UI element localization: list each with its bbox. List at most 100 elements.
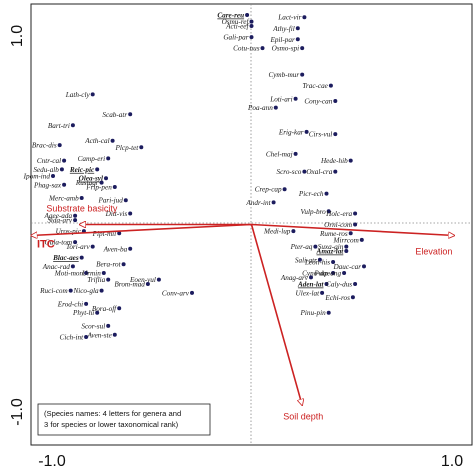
species-label-trac-cae: Trac-cae: [302, 82, 328, 90]
species-point-phyt-hi: [95, 310, 100, 315]
species-label-caly-dus: Caly-dus: [326, 281, 352, 289]
species-label-urmin: Urmin: [82, 270, 101, 278]
species-point-caly-dus: [353, 282, 358, 286]
species-point-orni-com: [353, 222, 358, 227]
species-point-erig-kar: [304, 129, 309, 134]
species-point-osmo-spi: [300, 46, 305, 51]
species-label-loti-ari: Loti-ari: [269, 95, 292, 103]
species-point-plcp-tet: [139, 145, 144, 150]
species-point-gali-par: [249, 35, 254, 40]
species-point-leon-his: [331, 260, 336, 264]
species-point-cntr-cal: [62, 158, 67, 163]
species-point-cyno-dac: [331, 271, 336, 275]
vector-layer: Substrate basicity ITC Elevation Soil depth: [31, 203, 454, 421]
species-label-agee-ada: Agee-ada: [44, 212, 73, 220]
species-point-cich-int: [84, 335, 89, 339]
species-label-rume-ros: Rume-ros: [319, 230, 348, 238]
species-label-aven-ba: Aven-ba: [103, 245, 128, 253]
species-label-tori-arv: Tori-arv: [66, 243, 91, 251]
species-label-ditt-vis: Ditt-vis: [105, 210, 128, 218]
species-point-picr-ech: [324, 191, 329, 196]
species-label-scab-atr: Scab-atr: [102, 111, 127, 119]
species-label-triflia: Triflia: [87, 276, 105, 284]
species-point-merc-amb: [79, 196, 84, 200]
species-point-hede-hib: [348, 158, 353, 163]
vector-label-soil-depth: Soil depth: [283, 411, 323, 421]
species-point-vulp-bro: [326, 209, 331, 214]
species-point-dauc-car: [362, 264, 366, 269]
species-label-phyt-hi: Phyt-hi: [72, 309, 94, 317]
species-point-bora-off: [117, 306, 122, 311]
species-point-lact-vir: [302, 15, 307, 20]
species-label-acti-eef: Acti-eef: [225, 23, 249, 31]
species-point-pter-aq: [313, 244, 318, 249]
species-label-cich-int: Cich-int: [60, 334, 85, 342]
species-point-brom-mad: [145, 282, 150, 286]
species-point-putp-ang: [342, 271, 347, 275]
species-label-pari-jud: Pari-jud: [97, 197, 123, 205]
species-point-reic-pic: [95, 167, 100, 172]
species-point-oxal-cra: [333, 169, 338, 174]
species-point-acti-eef: [249, 24, 254, 28]
species-label-cntr-cal: Cntr-cal: [37, 157, 61, 165]
species-point-camp-eri: [106, 156, 111, 161]
vector-arrow-soil-depth: [250, 224, 303, 406]
species-point-amaz-lat: [344, 249, 349, 253]
species-point-pipt-mil: [117, 231, 122, 236]
species-label-vulp-bro: Vulp-bro: [301, 208, 327, 216]
species-label-merc-amb: Merc-amb: [48, 195, 79, 203]
species-point-blac-aes: [79, 255, 84, 260]
species-point-moti-mon: [84, 271, 89, 275]
species-label-sida-arv: Sida-arv: [47, 217, 73, 225]
species-point-aden-lat: [324, 282, 329, 286]
species-point-conv-arv: [190, 290, 194, 295]
species-label-osmu-ref: Osmu-ref: [222, 18, 250, 26]
species-label-cyno-dac: Cyno-dac: [302, 270, 331, 278]
species-label-phag-sax: Phag-sax: [33, 181, 62, 189]
species-point-olea-syl: [104, 176, 108, 181]
species-point-lath-cly: [90, 92, 95, 97]
species-label-cymb-mur: Cymb-mur: [268, 71, 299, 79]
species-label-suxa-gin: Suxa-gin: [318, 243, 344, 251]
species-label-epil-par: Epil-par: [269, 36, 295, 44]
species-point-triflia: [106, 277, 111, 282]
species-point-athy-fil: [295, 26, 300, 31]
note-text: (Species names: 4 letters for genera and…: [44, 409, 181, 429]
species-label-reic-pic: Reic-pic: [69, 166, 95, 174]
species-label-gala-tom: Gala-tom: [45, 239, 73, 247]
species-label-lath-cly: Lath-cly: [65, 91, 91, 99]
species-point-care-reu: [245, 13, 250, 17]
species-label-pipt-mil: Pipt-mil: [92, 230, 117, 238]
species-label-sali-atr: Sali-atr: [295, 256, 317, 264]
species-point-nico-gla: [99, 288, 104, 293]
species-label-holc-era: Holc-era: [325, 210, 352, 218]
species-label-olea-syl: Olea-syl: [79, 175, 103, 183]
species-label-hede-hib: Hede-hib: [320, 157, 348, 165]
species-point-urmin: [101, 271, 106, 275]
species-point-gala-tom: [73, 240, 78, 245]
species-label-amaz-lat: Amaz-lat: [316, 248, 345, 256]
species-label-chel-maj: Chel-maj: [266, 150, 293, 158]
species-point-anag-arv: [309, 275, 313, 280]
species-point-sida-arv: [73, 218, 78, 223]
species-point-rustagr: [99, 180, 104, 185]
y-tick-top: 1.0: [9, 25, 26, 47]
species-point-sedu-alb: [59, 167, 64, 172]
species-point-scab-atr: [128, 112, 133, 117]
species-point-cotu-nus: [260, 46, 265, 51]
species-label-aden-lat: Aden-lat: [297, 281, 325, 289]
species-label-ulex-lat: Ulex-lat: [296, 289, 321, 297]
species-point-echi-ros: [350, 295, 355, 300]
species-label-orni-com: Orni-com: [324, 221, 352, 229]
species-point-suxa-gin: [344, 244, 349, 249]
species-point-cony-can: [333, 99, 338, 103]
species-label-sedu-alb: Sedu-alb: [33, 166, 59, 174]
species-label-picr-ech: Picr-ech: [298, 190, 324, 198]
species-label-brom-mad: Brom-mad: [114, 281, 145, 289]
species-point-frlp-pen: [112, 185, 117, 189]
species-label-osmo-spi: Osmo-spi: [272, 45, 300, 53]
species-point-epil-par: [295, 37, 300, 42]
species-label-echi-ros: Echi-ros: [324, 294, 350, 302]
